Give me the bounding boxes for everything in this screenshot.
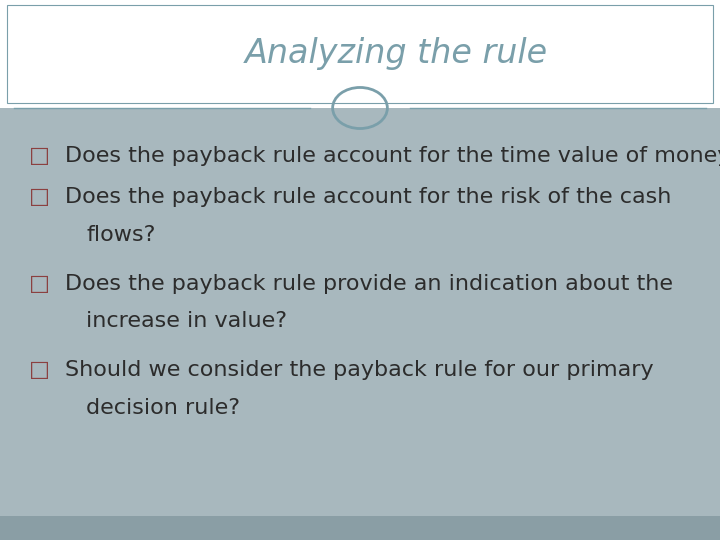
Bar (0, 516, 720, 540)
Text: decision rule?: decision rule? (86, 398, 240, 418)
Text: Does the payback rule account for the time value of money?: Does the payback rule account for the ti… (65, 146, 720, 166)
Text: flows?: flows? (86, 225, 156, 245)
Text: Should we consider the payback rule for our primary: Should we consider the payback rule for … (65, 360, 654, 380)
Text: □: □ (29, 146, 50, 166)
Bar (0, 0, 720, 108)
Text: □: □ (29, 274, 50, 294)
Text: □: □ (29, 360, 50, 380)
Bar (7, 5, 713, 103)
Bar (0, 108, 720, 516)
Text: Analyzing the rule: Analyzing the rule (244, 37, 548, 71)
Text: increase in value?: increase in value? (86, 311, 287, 332)
Text: □: □ (29, 187, 50, 207)
Text: Does the payback rule provide an indication about the: Does the payback rule provide an indicat… (65, 274, 672, 294)
Text: Does the payback rule account for the risk of the cash: Does the payback rule account for the ri… (65, 187, 671, 207)
